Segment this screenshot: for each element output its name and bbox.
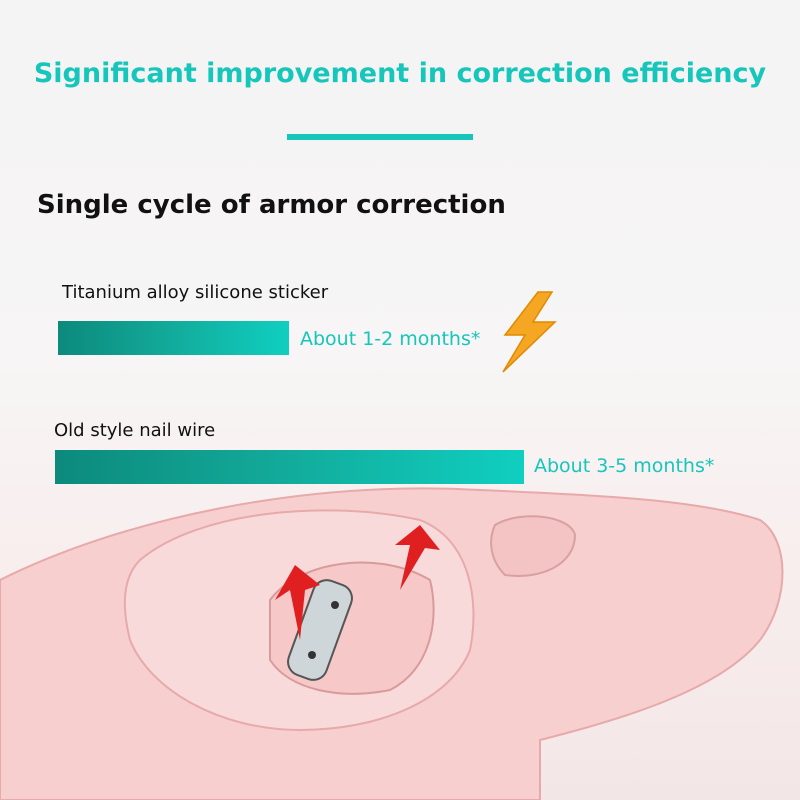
label-titanium: Titanium alloy silicone sticker <box>62 282 329 303</box>
bar-titanium <box>58 321 289 355</box>
lightning-icon <box>502 291 557 373</box>
bar-nail-wire <box>55 450 524 484</box>
title-divider <box>287 134 473 140</box>
page-title: Significant improvement in correction ef… <box>33 58 767 89</box>
value-titanium: About 1-2 months* <box>300 328 481 350</box>
arrow-up-icon <box>395 525 440 590</box>
label-nail-wire: Old style nail wire <box>54 420 216 441</box>
value-nail-wire: About 3-5 months* <box>534 455 715 477</box>
arrow-up-icon <box>275 565 320 640</box>
section-subtitle: Single cycle of armor correction <box>37 190 506 220</box>
